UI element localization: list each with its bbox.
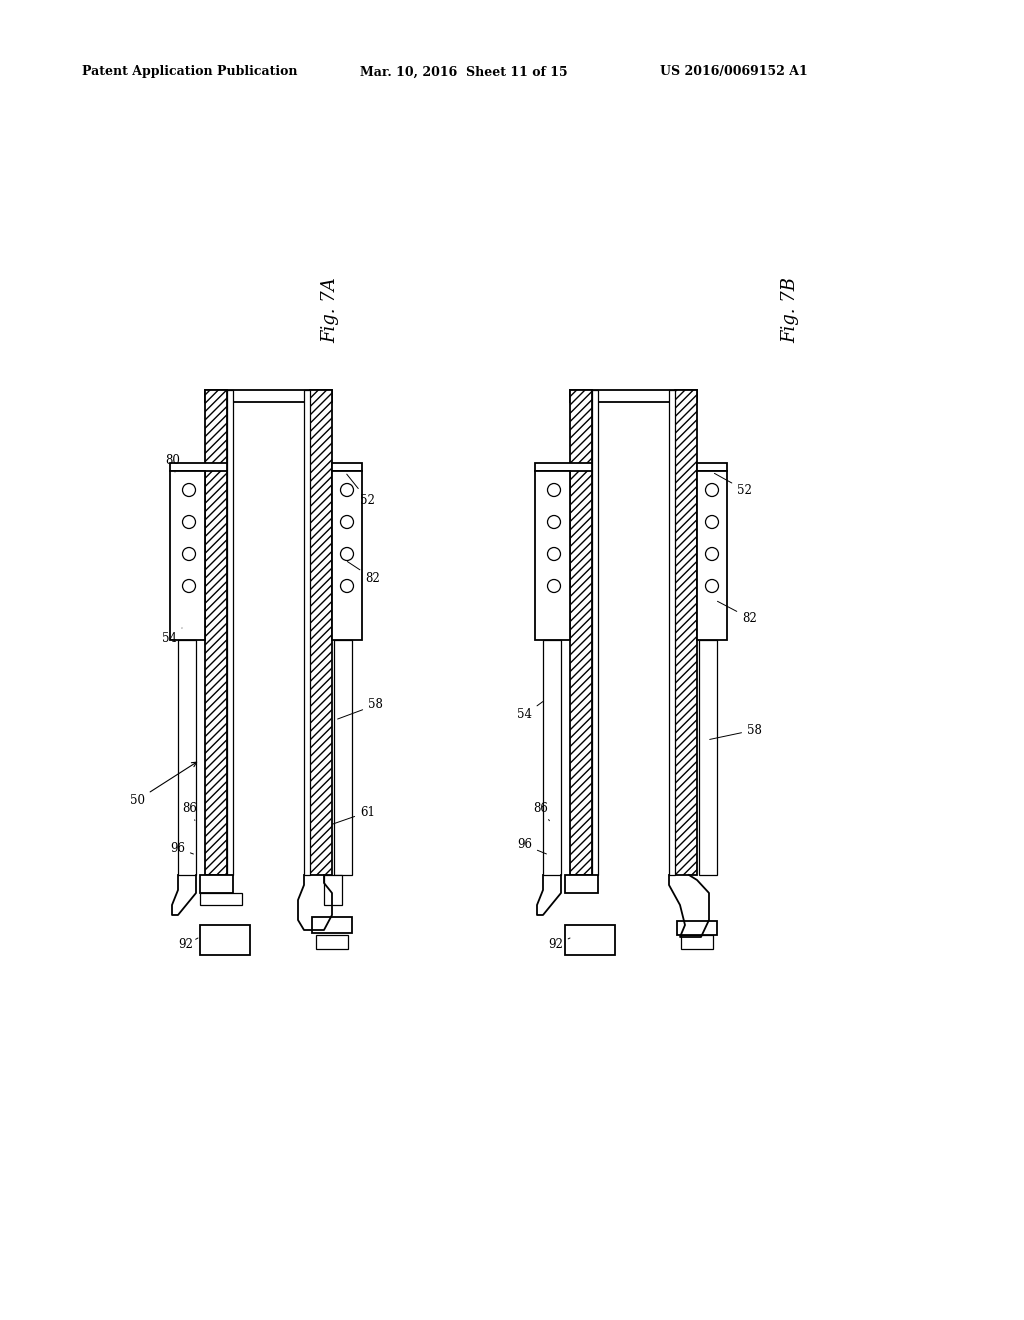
- Text: Mar. 10, 2016  Sheet 11 of 15: Mar. 10, 2016 Sheet 11 of 15: [360, 66, 567, 78]
- Text: 96: 96: [170, 842, 194, 854]
- Text: 61: 61: [333, 805, 375, 824]
- Text: 80: 80: [165, 454, 180, 473]
- Bar: [178, 640, 196, 875]
- Bar: [200, 894, 242, 906]
- Text: 92: 92: [178, 939, 198, 952]
- Text: 52: 52: [715, 474, 752, 496]
- Bar: [543, 640, 561, 875]
- Text: US 2016/0069152 A1: US 2016/0069152 A1: [660, 66, 808, 78]
- Text: 54: 54: [517, 702, 543, 722]
- Bar: [675, 389, 697, 875]
- Text: Fig. 7B: Fig. 7B: [781, 277, 799, 343]
- Text: 58: 58: [710, 723, 762, 739]
- Bar: [170, 463, 227, 471]
- Bar: [310, 389, 332, 875]
- Bar: [699, 640, 717, 875]
- Bar: [200, 875, 233, 894]
- Bar: [312, 917, 352, 933]
- Bar: [565, 925, 615, 954]
- Text: 58: 58: [338, 698, 383, 719]
- Text: 52: 52: [347, 474, 375, 507]
- Bar: [334, 640, 352, 875]
- Bar: [304, 389, 310, 875]
- Bar: [535, 463, 592, 471]
- Bar: [170, 471, 205, 640]
- Bar: [205, 389, 227, 875]
- Bar: [592, 389, 598, 875]
- Bar: [570, 389, 592, 875]
- Bar: [316, 935, 348, 949]
- Bar: [697, 463, 727, 471]
- Text: 86: 86: [534, 801, 550, 821]
- Bar: [565, 875, 598, 894]
- Bar: [200, 925, 250, 954]
- Text: Patent Application Publication: Patent Application Publication: [82, 66, 298, 78]
- Text: 92: 92: [548, 939, 570, 952]
- Bar: [570, 389, 697, 403]
- Text: 86: 86: [182, 801, 197, 821]
- Text: 82: 82: [347, 561, 380, 585]
- Text: 82: 82: [718, 602, 757, 624]
- Bar: [681, 935, 713, 949]
- Bar: [324, 875, 342, 906]
- Bar: [332, 471, 362, 640]
- Text: 50: 50: [130, 762, 197, 807]
- Bar: [535, 471, 570, 640]
- Text: Fig. 7A: Fig. 7A: [321, 277, 339, 343]
- Bar: [669, 389, 675, 875]
- Text: 96: 96: [517, 838, 547, 854]
- Bar: [677, 921, 717, 935]
- Bar: [205, 389, 332, 403]
- Bar: [697, 471, 727, 640]
- Bar: [227, 389, 233, 875]
- Text: 54: 54: [162, 628, 182, 644]
- Bar: [332, 463, 362, 471]
